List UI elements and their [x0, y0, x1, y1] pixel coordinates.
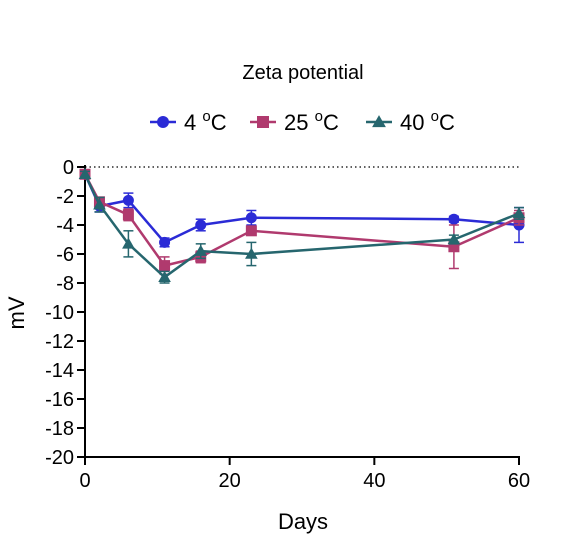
data-point — [245, 212, 257, 224]
data-point — [195, 219, 207, 231]
data-point — [245, 225, 257, 237]
data-point — [447, 233, 461, 245]
data-point — [78, 167, 92, 179]
data-point — [448, 241, 460, 253]
x-axis-title: Days — [278, 509, 328, 534]
series-layer — [78, 167, 526, 284]
x-tick-label: 60 — [508, 470, 530, 492]
legend-label: 25 oC — [284, 108, 339, 135]
data-point — [122, 237, 135, 249]
legend-item: 25 oC — [250, 108, 339, 135]
legend-marker — [257, 116, 269, 128]
legend-marker — [372, 115, 386, 128]
series-triangle — [78, 167, 526, 284]
y-tick-label: -6 — [56, 244, 74, 266]
data-point — [512, 207, 526, 219]
y-tick-label: -10 — [45, 302, 74, 324]
legend-label: 4 oC — [184, 108, 227, 135]
y-tick-label: -20 — [45, 447, 74, 469]
x-tick-label: 0 — [79, 470, 90, 492]
x-tick-label: 20 — [219, 470, 241, 492]
y-tick-label: -18 — [45, 418, 74, 440]
y-tick-label: -14 — [45, 360, 74, 382]
y-axis-title: mV — [4, 296, 29, 329]
y-tick-label: -8 — [56, 273, 74, 295]
data-point — [158, 270, 171, 282]
data-point — [93, 198, 106, 210]
axes — [84, 165, 520, 458]
data-point — [122, 209, 134, 221]
data-point — [448, 213, 460, 225]
data-point — [122, 194, 134, 206]
y-tick-label: -12 — [45, 331, 74, 353]
legend-label: 40 oC — [400, 108, 455, 135]
data-point — [159, 260, 171, 272]
chart-title: Zeta potential — [242, 62, 363, 84]
x-tick-label: 40 — [363, 470, 385, 492]
y-tick-label: 0 — [63, 157, 74, 179]
legend-item: 4 oC — [150, 108, 227, 135]
legend-marker — [157, 116, 169, 128]
y-tick-label: -4 — [56, 215, 74, 237]
y-tick-label: -2 — [56, 186, 74, 208]
y-tick-label: -16 — [45, 389, 74, 411]
data-point — [245, 247, 258, 259]
y-axis-ticks: 0 -2 -4 -6 -8 -10 -12 -14 -16 -18 -20 — [45, 157, 85, 469]
data-point — [159, 236, 171, 248]
x-axis-ticks: 0 20 40 60 — [79, 457, 530, 492]
legend-item: 40 oC — [366, 108, 455, 135]
data-point — [194, 244, 208, 256]
legend: 4 oC 25 oC 40 oC — [150, 108, 455, 135]
